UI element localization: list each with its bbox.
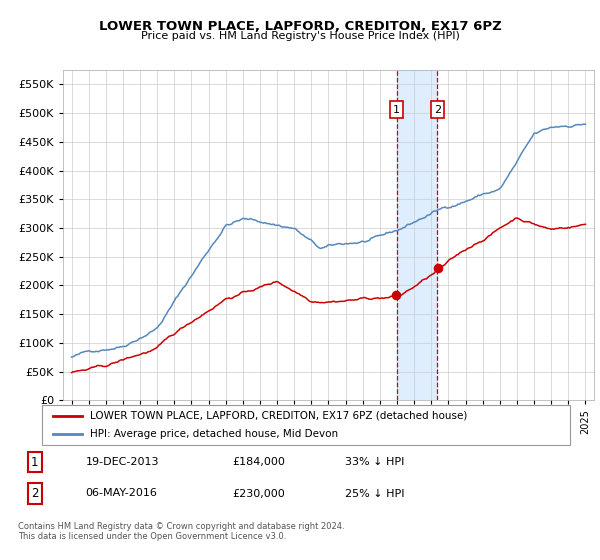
Text: Price paid vs. HM Land Registry's House Price Index (HPI): Price paid vs. HM Land Registry's House … (140, 31, 460, 41)
Text: 25% ↓ HPI: 25% ↓ HPI (345, 488, 404, 498)
Text: HPI: Average price, detached house, Mid Devon: HPI: Average price, detached house, Mid … (89, 430, 338, 439)
Text: LOWER TOWN PLACE, LAPFORD, CREDITON, EX17 6PZ: LOWER TOWN PLACE, LAPFORD, CREDITON, EX1… (98, 20, 502, 32)
Point (392, 290, 401, 299)
Text: 1: 1 (393, 105, 400, 115)
Text: £184,000: £184,000 (232, 457, 285, 467)
Text: Contains HM Land Registry data © Crown copyright and database right 2024.
This d: Contains HM Land Registry data © Crown c… (18, 522, 344, 542)
Bar (397, 70, 437, 400)
Text: 06-MAY-2016: 06-MAY-2016 (86, 488, 158, 498)
Text: 2: 2 (434, 105, 441, 115)
Text: 1: 1 (31, 455, 38, 469)
FancyBboxPatch shape (42, 405, 570, 445)
Text: 2: 2 (31, 487, 38, 500)
Point (433, 264, 443, 273)
Text: LOWER TOWN PLACE, LAPFORD, CREDITON, EX17 6PZ (detached house): LOWER TOWN PLACE, LAPFORD, CREDITON, EX1… (89, 411, 467, 421)
Text: 19-DEC-2013: 19-DEC-2013 (86, 457, 159, 467)
Text: 33% ↓ HPI: 33% ↓ HPI (345, 457, 404, 467)
Text: £230,000: £230,000 (232, 488, 285, 498)
